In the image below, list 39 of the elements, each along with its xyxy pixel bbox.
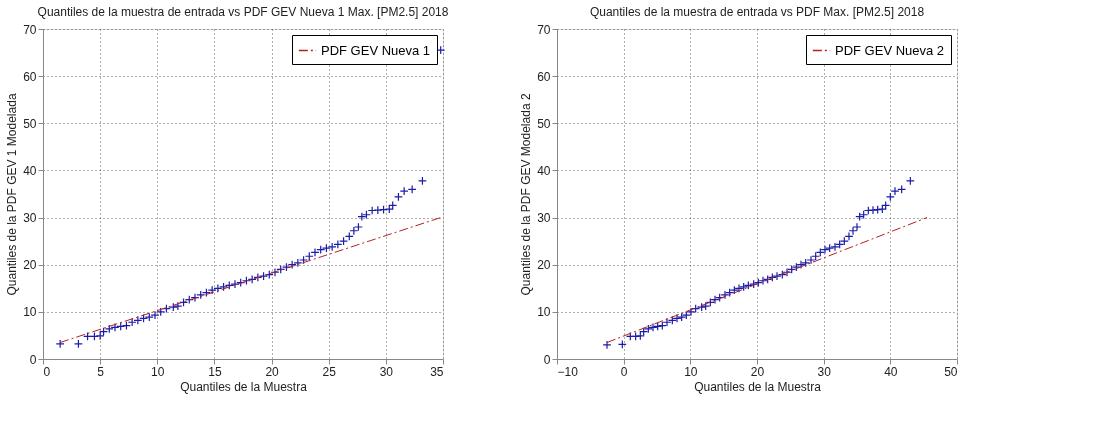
x-tick-label: 30 xyxy=(379,364,394,379)
y-tick-label: 30 xyxy=(537,211,551,226)
y-tick-label: 40 xyxy=(537,163,551,178)
y-tick-label: 40 xyxy=(23,163,37,178)
y-tick-label: 70 xyxy=(537,22,551,37)
y-tick-label: 10 xyxy=(23,305,37,320)
y-tick-label: 60 xyxy=(537,69,551,84)
y-tick-label: 10 xyxy=(537,305,551,320)
x-axis-title: Quantiles de la Muestra xyxy=(694,379,822,394)
y-tick-label: 0 xyxy=(543,352,551,367)
x-tick-label: 0 xyxy=(620,364,628,379)
x-axis-title: Quantiles de la Muestra xyxy=(180,379,308,394)
legend-label: PDF GEV Nueva 2 xyxy=(835,42,945,58)
y-tick-label: 30 xyxy=(23,211,37,226)
x-tick-label: 30 xyxy=(817,364,832,379)
chart-title: Quantiles de la muestra de entrada vs PDF GEV Nueva 1 Max. [PM2.5] 2018 xyxy=(37,5,449,19)
y-tick-label: 0 xyxy=(29,352,37,367)
y-tick-label: 50 xyxy=(23,116,37,131)
y-tick-label: 20 xyxy=(23,258,37,273)
y-tick-label: 50 xyxy=(537,116,551,131)
x-tick-label: 20 xyxy=(750,364,765,379)
y-axis-title: Quantiles de la PDF GEV 1 Modelada xyxy=(5,93,20,296)
x-tick-label: 0 xyxy=(43,364,51,379)
legend-label: PDF GEV Nueva 1 xyxy=(321,42,431,58)
y-tick-label: 60 xyxy=(23,69,37,84)
y-tick-label: 70 xyxy=(23,22,37,37)
x-tick-label: 10 xyxy=(151,364,165,379)
x-tick-label: 10 xyxy=(684,364,698,379)
x-tick-label: 20 xyxy=(265,364,280,379)
x-tick-label: 35 xyxy=(430,364,444,379)
y-tick-label: 20 xyxy=(537,258,551,273)
x-tick-label: 15 xyxy=(208,364,222,379)
x-tick-label: 40 xyxy=(884,364,898,379)
x-tick-label: −10 xyxy=(557,364,579,379)
x-tick-label: 5 xyxy=(97,364,105,379)
x-tick-label: 25 xyxy=(322,364,337,379)
chart-title: Quantiles de la muestra de entrada vs PDF Max. [PM2.5] 2018 xyxy=(589,5,925,19)
y-axis-title: Quantiles de la PDF GEV Modelada 2 xyxy=(519,93,534,296)
x-tick-label: 50 xyxy=(944,364,958,379)
